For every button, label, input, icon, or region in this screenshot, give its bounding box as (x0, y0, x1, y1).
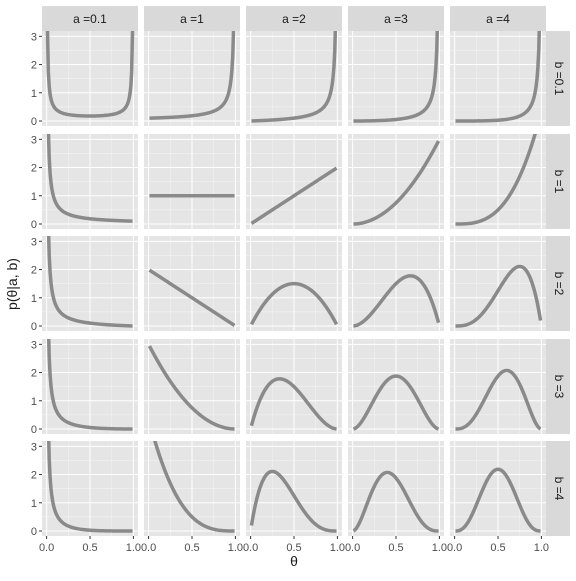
row-strip (546, 441, 570, 536)
row-strip (546, 134, 570, 229)
density-curve-a3-b0.1 (352, 31, 440, 123)
y-tick-label: 0 (31, 321, 37, 333)
row-strip (546, 31, 570, 126)
y-tick-label: 0 (31, 424, 37, 436)
x-tick-label: 1.0 (432, 542, 447, 554)
row-strip (546, 339, 570, 434)
y-tick-label: 0 (31, 526, 37, 538)
y-tick-label: 0 (31, 116, 37, 128)
density-curve-a4-b3 (454, 368, 542, 431)
y-tick-label: 2 (31, 60, 37, 72)
density-curve-a3-b1 (352, 140, 441, 226)
x-tick-label: 0.5 (82, 542, 97, 554)
row-strip-label: b =4 (552, 477, 566, 501)
x-tick-label: 0.0 (447, 542, 462, 554)
x-tick-label: 0.0 (243, 542, 258, 554)
column-strip (42, 6, 138, 31)
y-tick-label: 1 (31, 191, 37, 203)
density-curve-a0.1-b0.1 (45, 31, 135, 118)
density-curve-a1-b4 (153, 441, 236, 533)
x-tick-label: 0.0 (39, 542, 54, 554)
x-tick-label: 1.0 (126, 542, 141, 554)
x-tick-label: 0.5 (388, 542, 403, 554)
density-curve-a1-b2 (148, 268, 236, 327)
row-strip-label: b =1 (552, 170, 566, 194)
x-tick-label: 0.5 (184, 542, 199, 554)
x-axis-title: θ (290, 553, 298, 569)
density-curve-a1-b3 (147, 345, 236, 431)
density-curve-a4-b2 (454, 264, 543, 328)
x-tick-label: 1.0 (534, 542, 549, 554)
x-tick-label: 0.5 (490, 542, 505, 554)
y-tick-label: 3 (31, 134, 37, 146)
y-tick-label: 2 (31, 163, 37, 175)
column-strip (348, 6, 444, 31)
row-strip-label: b =2 (552, 272, 566, 296)
density-curve-a3-b2 (352, 274, 441, 328)
y-tick-label: 1 (31, 396, 37, 408)
density-curve-a3-b4 (352, 470, 440, 533)
y-tick-label: 2 (31, 265, 37, 277)
y-tick-label: 0 (31, 219, 37, 231)
density-curve-a2-b0.1 (250, 31, 338, 123)
row-strip-label: b =3 (552, 375, 566, 399)
column-strip (246, 6, 342, 31)
column-strip-label: a =2 (282, 12, 306, 26)
density-curve-a1-b0.1 (148, 31, 236, 120)
y-axis-title: p(θ|a, b) (4, 258, 20, 310)
y-tick-label: 2 (31, 470, 37, 482)
density-curve-a2-b1 (250, 166, 338, 225)
column-strip-label: a =0.1 (73, 12, 107, 26)
y-tick-label: 3 (31, 441, 37, 453)
y-tick-label: 3 (31, 339, 37, 351)
density-curve-a0.1-b3 (46, 339, 134, 431)
density-curve-a0.1-b2 (46, 236, 134, 328)
x-tick-label: 0.0 (141, 542, 156, 554)
y-tick-label: 1 (31, 88, 37, 100)
row-strip-label: b =0.1 (552, 62, 566, 96)
y-tick-label: 2 (31, 368, 37, 380)
column-strip-label: a =4 (486, 12, 510, 26)
y-tick-label: 1 (31, 293, 37, 305)
column-strip (450, 6, 546, 31)
density-curve-a2-b4 (249, 469, 338, 533)
column-strip (144, 6, 240, 31)
density-curve-a0.1-b1 (46, 134, 134, 223)
density-curve-a2-b3 (249, 377, 338, 431)
density-curve-a0.1-b4 (47, 441, 134, 533)
row-strip (546, 236, 570, 331)
y-tick-label: 3 (31, 236, 37, 248)
column-strip-label: a =3 (384, 12, 408, 26)
density-curve-a2-b2 (249, 281, 339, 326)
density-curve-a4-b1 (454, 134, 537, 226)
y-tick-label: 3 (31, 31, 37, 43)
x-tick-label: 0.5 (286, 542, 301, 554)
y-tick-label: 1 (31, 498, 37, 510)
column-strip-label: a =1 (180, 12, 204, 26)
x-tick-label: 1.0 (330, 542, 345, 554)
density-curve-a4-b0.1 (454, 31, 541, 123)
density-curve-a3-b3 (352, 374, 440, 431)
x-tick-label: 0.0 (345, 542, 360, 554)
density-curve-a4-b4 (454, 467, 542, 533)
x-tick-label: 1.0 (228, 542, 243, 554)
